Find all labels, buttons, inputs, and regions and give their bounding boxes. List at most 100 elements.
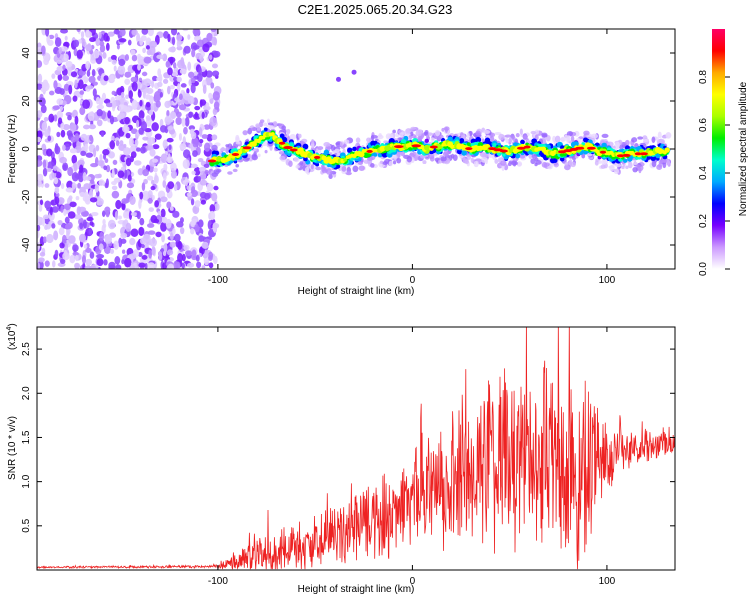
noise-blob: [42, 236, 47, 244]
noise-blob: [201, 241, 209, 249]
trace-point: [475, 136, 482, 143]
trace-halo: [610, 145, 616, 149]
noise-blob: [125, 132, 131, 139]
trace-halo: [227, 171, 233, 175]
trace-halo: [325, 168, 332, 175]
trace-halo: [504, 134, 512, 138]
noise-blob: [92, 88, 97, 98]
noise-blob: [75, 195, 80, 201]
noise-blob: [103, 32, 109, 42]
noise-blob: [177, 252, 183, 263]
trace-point: [233, 147, 238, 153]
noise-blob: [81, 38, 86, 47]
noise-blob: [148, 207, 154, 212]
noise-blob: [79, 99, 84, 105]
trace-halo: [355, 137, 361, 144]
trace-halo: [392, 160, 397, 165]
noise-blob: [111, 168, 115, 179]
noise-blob: [113, 240, 119, 250]
noise-blob: [206, 133, 213, 142]
noise-blob: [208, 54, 213, 61]
noise-blob: [182, 136, 186, 145]
noise-blob: [70, 71, 78, 78]
noise-blob: [59, 242, 65, 249]
noise-blob: [119, 140, 124, 146]
noise-blob: [190, 189, 199, 198]
trace-halo: [264, 149, 268, 154]
noise-blob: [79, 191, 86, 198]
trace-halo: [382, 161, 388, 166]
snr-scale-label: (x104): [6, 323, 18, 350]
trace-halo: [564, 161, 569, 166]
noise-blob: [118, 58, 126, 67]
noise-blob: [37, 243, 40, 252]
x-tick-label: 100: [599, 275, 616, 286]
noise-blob: [69, 148, 77, 154]
noise-blob: [104, 182, 108, 189]
noise-blob: [176, 39, 181, 48]
noise-blob: [103, 75, 109, 82]
trace-halo: [547, 165, 553, 170]
noise-blob: [54, 142, 59, 153]
trace-halo: [410, 126, 417, 130]
spectrogram-plot-area: [37, 29, 672, 269]
noise-blob: [82, 124, 91, 130]
trace-peak: [499, 149, 508, 153]
trace-peak: [283, 146, 293, 150]
trace-halo: [409, 152, 414, 156]
noise-blob: [194, 105, 201, 111]
noise-blob: [129, 237, 136, 246]
noise-blob: [54, 249, 59, 258]
noise-blob: [96, 258, 104, 267]
noise-blob: [63, 208, 67, 216]
noise-blob: [78, 79, 84, 90]
y-tick-label: -40: [21, 237, 32, 252]
noise-blob: [89, 134, 93, 141]
trace-halo: [443, 126, 450, 131]
noise-blob: [80, 150, 87, 157]
noise-blob: [125, 94, 129, 100]
noise-blob: [116, 44, 120, 50]
trace-point: [424, 138, 429, 144]
y-tick-label: 1.0: [21, 474, 32, 488]
trace-halo: [388, 133, 394, 140]
y-tick-label: -20: [21, 189, 32, 204]
noise-blob: [89, 197, 98, 203]
noise-blob: [203, 105, 211, 111]
noise-blob: [149, 40, 158, 49]
trace-peak: [639, 152, 648, 156]
noise-blob: [112, 100, 117, 109]
trace-halo: [466, 154, 472, 160]
trace-halo: [272, 121, 277, 125]
noise-blob: [205, 76, 213, 86]
noise-blob: [57, 220, 63, 226]
noise-blob: [113, 29, 120, 35]
noise-blob: [46, 148, 53, 157]
noise-blob: [100, 131, 105, 137]
noise-blob: [208, 92, 213, 100]
noise-blob: [130, 49, 136, 56]
trace-halo: [250, 127, 257, 131]
noise-blob: [60, 129, 66, 138]
noise-blob: [129, 253, 137, 260]
noise-blob: [206, 183, 214, 192]
noise-blob: [102, 149, 110, 156]
noise-blob: [103, 259, 108, 266]
trace-point: [281, 136, 288, 143]
noise-blob: [104, 158, 109, 164]
noise-blob: [205, 102, 210, 108]
noise-blob: [71, 154, 78, 164]
trace-peak: [366, 149, 373, 153]
noise-blob: [84, 143, 89, 151]
trace-halo: [624, 139, 630, 146]
noise-blob: [146, 175, 154, 181]
noise-blob: [87, 111, 95, 122]
noise-blob: [56, 98, 64, 105]
noise-blob: [56, 59, 63, 65]
noise-blob: [54, 37, 62, 48]
noise-blob: [165, 218, 172, 229]
noise-blob: [136, 33, 141, 43]
noise-blob: [191, 249, 197, 259]
noise-blob: [62, 234, 67, 244]
noise-blob: [41, 121, 47, 132]
